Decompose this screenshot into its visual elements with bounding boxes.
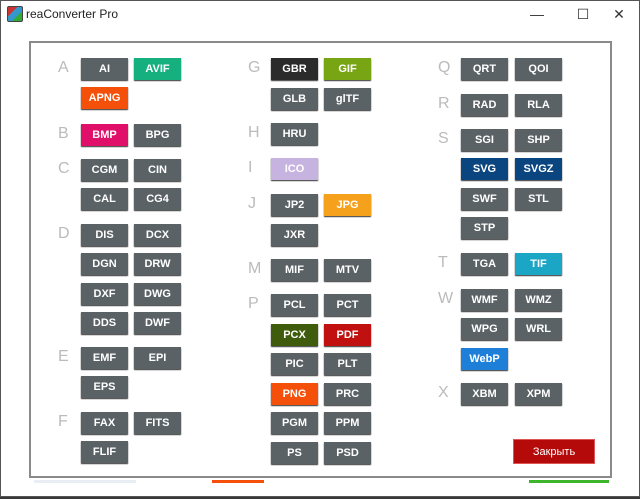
format-button-cal[interactable]: CAL <box>81 188 128 211</box>
title-bar: reaConverter Pro — ☐ ✕ <box>1 1 639 29</box>
format-button-wmz[interactable]: WMZ <box>515 289 562 311</box>
format-button-qoi[interactable]: QOI <box>515 58 562 80</box>
format-button-pcx[interactable]: PCX <box>271 323 318 346</box>
group-letter-f: F <box>58 413 68 430</box>
format-button-jpg[interactable]: JPG <box>324 194 371 216</box>
format-button-ppm[interactable]: PPM <box>324 412 371 434</box>
format-button-hru[interactable]: HRU <box>271 123 318 145</box>
format-button-ps[interactable]: PS <box>271 441 318 464</box>
format-button-glb[interactable]: GLB <box>271 87 318 110</box>
format-button-gltf[interactable]: glTF <box>324 87 371 110</box>
group-letter-h: H <box>248 124 260 141</box>
format-button-jxr[interactable]: JXR <box>271 223 318 246</box>
close-dialog-button[interactable]: Закрыть <box>513 439 595 464</box>
format-button-fax[interactable]: FAX <box>81 412 128 434</box>
group-letter-x: X <box>438 384 449 401</box>
format-button-mif[interactable]: MIF <box>271 259 318 281</box>
group-letter-d: D <box>58 225 70 242</box>
format-button-wpg[interactable]: WPG <box>461 318 508 341</box>
group-letter-i: I <box>248 159 253 176</box>
format-button-shp[interactable]: SHP <box>515 129 562 151</box>
format-button-qrt[interactable]: QRT <box>461 58 508 80</box>
format-button-rad[interactable]: RAD <box>461 94 508 116</box>
format-button-jp2[interactable]: JP2 <box>271 194 318 216</box>
format-button-tga[interactable]: TGA <box>461 253 508 275</box>
format-button-swf[interactable]: SWF <box>461 187 508 210</box>
app-icon <box>7 6 23 22</box>
format-button-tif[interactable]: TIF <box>515 253 562 275</box>
format-button-pgm[interactable]: PGM <box>271 412 318 434</box>
window-title: reaConverter Pro <box>26 7 119 21</box>
format-button-ai[interactable]: AI <box>81 58 128 80</box>
group-letter-c: C <box>58 160 70 177</box>
maximize-button[interactable]: ☐ <box>576 6 590 22</box>
format-button-gif[interactable]: GIF <box>324 58 371 80</box>
format-button-dcx[interactable]: DCX <box>134 224 181 246</box>
format-button-stl[interactable]: STL <box>515 187 562 210</box>
format-button-xpm[interactable]: XPM <box>515 383 562 405</box>
format-button-bmp[interactable]: BMP <box>81 124 128 146</box>
format-button-svgz[interactable]: SVGZ <box>515 158 562 181</box>
format-button-dwg[interactable]: DWG <box>134 282 181 305</box>
format-button-pct[interactable]: PCT <box>324 294 371 316</box>
group-letter-t: T <box>438 254 448 271</box>
format-button-stp[interactable]: STP <box>461 216 508 239</box>
minimize-button[interactable]: — <box>530 6 544 22</box>
format-button-dgn[interactable]: DGN <box>81 253 128 276</box>
group-letter-j: J <box>248 195 256 212</box>
format-button-ico[interactable]: ICO <box>271 158 318 180</box>
group-letter-g: G <box>248 59 261 76</box>
format-button-wrl[interactable]: WRL <box>515 318 562 341</box>
format-button-dis[interactable]: DIS <box>81 224 128 246</box>
format-button-plt[interactable]: PLT <box>324 353 371 375</box>
format-button-cin[interactable]: CIN <box>134 159 181 181</box>
format-button-mtv[interactable]: MTV <box>324 259 371 281</box>
format-button-emf[interactable]: EMF <box>81 347 128 369</box>
close-window-button[interactable]: ✕ <box>613 6 625 22</box>
format-button-drw[interactable]: DRW <box>134 253 181 276</box>
format-button-psd[interactable]: PSD <box>324 441 371 464</box>
format-button-png[interactable]: PNG <box>271 382 318 405</box>
format-button-epi[interactable]: EPI <box>134 347 181 369</box>
format-button-dwf[interactable]: DWF <box>134 311 181 334</box>
format-button-rla[interactable]: RLA <box>515 94 562 116</box>
format-button-apng[interactable]: APNG <box>81 87 128 110</box>
format-button-flif[interactable]: FLIF <box>81 441 128 464</box>
format-button-pic[interactable]: PIC <box>271 353 318 375</box>
format-button-cg4[interactable]: CG4 <box>134 188 181 211</box>
format-button-cgm[interactable]: CGM <box>81 159 128 181</box>
group-letter-q: Q <box>438 59 451 76</box>
format-button-pcl[interactable]: PCL <box>271 294 318 316</box>
format-button-pdf[interactable]: PDF <box>324 323 371 346</box>
format-button-gbr[interactable]: GBR <box>271 58 318 80</box>
group-letter-s: S <box>438 130 449 147</box>
group-letter-b: B <box>58 125 69 142</box>
group-letter-e: E <box>58 348 69 365</box>
format-button-wmf[interactable]: WMF <box>461 289 508 311</box>
format-button-bpg[interactable]: BPG <box>134 124 181 146</box>
format-button-sgi[interactable]: SGI <box>461 129 508 151</box>
format-button-avif[interactable]: AVIF <box>134 58 181 80</box>
format-button-dxf[interactable]: DXF <box>81 282 128 305</box>
format-button-webp[interactable]: WebP <box>461 347 508 370</box>
format-button-xbm[interactable]: XBM <box>461 383 508 405</box>
group-letter-m: M <box>248 260 262 277</box>
format-button-eps[interactable]: EPS <box>81 376 128 399</box>
group-letter-p: P <box>248 295 259 312</box>
group-letter-r: R <box>438 95 450 112</box>
group-letter-a: A <box>58 59 69 76</box>
group-letter-w: W <box>438 290 454 307</box>
format-button-prc[interactable]: PRC <box>324 382 371 405</box>
format-button-dds[interactable]: DDS <box>81 311 128 334</box>
format-button-svg[interactable]: SVG <box>461 158 508 181</box>
format-button-fits[interactable]: FITS <box>134 412 181 434</box>
